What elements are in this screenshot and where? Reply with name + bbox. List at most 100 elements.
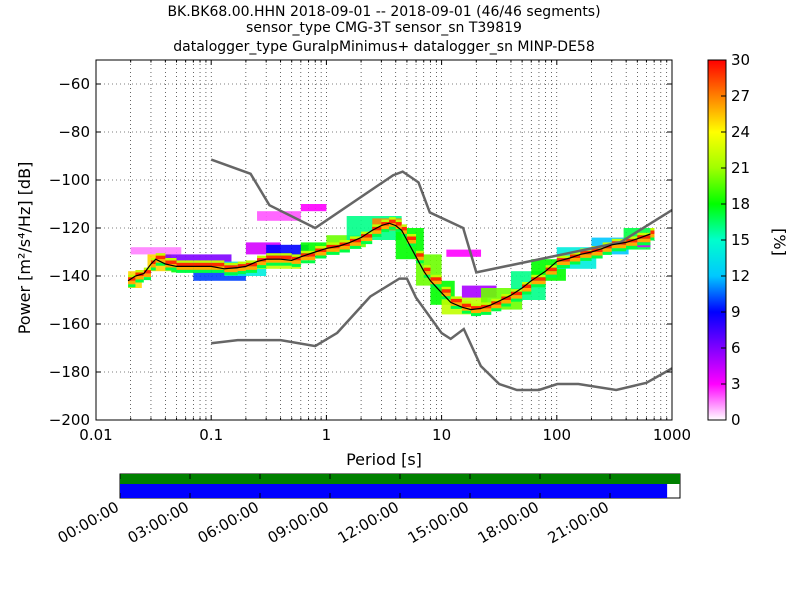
mode-band-lower — [381, 229, 390, 233]
mode-band-inner — [135, 276, 144, 280]
mode-band-lower — [602, 251, 612, 255]
mode-band-core — [266, 255, 281, 260]
mode-band-upper — [165, 258, 177, 261]
mode-band-core — [280, 255, 292, 260]
mode-band-upper — [193, 260, 212, 263]
mode-band-upper — [522, 282, 532, 285]
mode-band-inner — [381, 225, 390, 230]
colorbar-label: [%] — [770, 228, 789, 256]
histogram-band — [130, 247, 182, 255]
noise-models — [210, 158, 672, 392]
mode-band-upper — [224, 262, 238, 266]
mode-band-core — [406, 236, 417, 240]
x-axis-label: Period [s] — [346, 450, 422, 469]
mode-band-inner — [291, 260, 301, 264]
timeline: 00:00:00 03:00:00 06:00:00 09:00:00 12:00:00… — [55, 473, 681, 547]
x-axis-ticks: 0.01 0.1 1 10 100 1000 — [79, 60, 691, 444]
timeline-tick-label: 18:00:00 — [475, 498, 542, 547]
colorbar-ticks: 0 3 6 9 12 15 18 21 24 27 30 — [721, 51, 750, 429]
timeline-tick-label: 15:00:00 — [405, 498, 472, 547]
mode-band-core — [300, 253, 316, 257]
mode-band-inner — [522, 288, 532, 292]
mode-band-core — [450, 298, 462, 303]
y-tick-label: −80 — [58, 123, 90, 141]
x-tick-label: 0.1 — [199, 426, 223, 444]
mode-band-core — [471, 306, 482, 310]
mode-band-lower — [580, 257, 592, 261]
colorbar-tick-label: 15 — [731, 231, 750, 249]
mode-band-core — [423, 267, 431, 272]
y-tick-label: −160 — [49, 315, 90, 333]
mode-band-lower — [245, 269, 258, 273]
mode-band-core — [389, 219, 396, 224]
mode-band-inner — [193, 266, 212, 270]
plot-frame — [95, 59, 673, 421]
mode-band-inner — [626, 242, 638, 246]
mode-band-core — [510, 291, 523, 296]
title-line-2: sensor_type CMG-3T sensor_sn T39819 — [246, 20, 522, 36]
mode-band-lower — [556, 265, 570, 269]
mode-band-core — [245, 262, 258, 267]
mode-band-upper — [510, 289, 523, 292]
mode-band-upper — [569, 252, 581, 255]
mode-band-upper — [349, 236, 362, 239]
mode-band-inner — [224, 268, 238, 273]
mode-band-lower — [430, 284, 442, 288]
mode-band-lower — [481, 311, 492, 315]
mode-band-upper — [135, 270, 144, 273]
histogram-band — [257, 211, 301, 221]
mode-band-upper — [361, 231, 373, 235]
y-tick-label: −60 — [58, 75, 90, 93]
mode-band-inner — [602, 248, 612, 252]
mode-band-lower — [406, 243, 417, 247]
mode-band-inner — [510, 295, 523, 299]
mode-band-inner — [501, 300, 511, 304]
timeline-tick-label: 06:00:00 — [195, 498, 262, 547]
mode-band-upper — [501, 294, 511, 297]
mode-band-lower — [224, 272, 238, 276]
mode-band-lower — [176, 269, 194, 273]
mode-band-inner — [406, 240, 417, 244]
mode-band-inner — [637, 238, 651, 243]
y-tick-label: −200 — [49, 411, 90, 429]
mode-band-upper — [237, 261, 246, 265]
mode-band-lower — [128, 284, 136, 288]
mode-band-core — [461, 303, 472, 308]
mode-band-inner — [471, 309, 482, 314]
colorbar-tick-label: 0 — [731, 411, 741, 429]
mode-band-core — [401, 226, 407, 231]
mode-band-lower — [395, 229, 402, 233]
mode-band-lower — [461, 310, 472, 314]
mode-band-inner — [361, 237, 373, 242]
mode-band-lower — [155, 262, 166, 266]
mode-band-upper — [430, 274, 442, 278]
mode-band-lower — [389, 226, 396, 230]
mode-band-upper — [339, 240, 350, 243]
histogram-band — [300, 204, 327, 212]
mode-band-inner — [315, 252, 327, 256]
mode-band-inner — [423, 271, 431, 275]
mode-band-inner — [430, 280, 442, 285]
mode-band-inner — [531, 280, 546, 285]
histogram-band — [193, 270, 246, 281]
mode-band-upper — [291, 254, 301, 257]
mode-band-lower — [339, 249, 350, 253]
mode-band-upper — [441, 286, 451, 290]
mode-band-core — [545, 267, 557, 272]
colorbar-tick-label: 21 — [731, 159, 750, 177]
timeline-tick-label: 09:00:00 — [265, 498, 332, 547]
mode-band-upper — [245, 260, 258, 263]
mode-band-upper — [416, 250, 424, 254]
mode-band-inner — [580, 254, 592, 258]
mode-band-lower — [471, 313, 482, 317]
colorbar-tick-label: 30 — [731, 51, 750, 69]
mode-band-lower — [510, 298, 523, 302]
mode-band-upper — [300, 250, 316, 254]
mode-band-lower — [450, 305, 462, 309]
title-line-1: BK.BK68.00.HHN 2018-09-01 -- 2018-09-01 … — [167, 4, 600, 20]
mode-band-upper — [155, 253, 166, 256]
mode-band-upper — [389, 217, 396, 220]
x-tick-label: 1000 — [653, 426, 691, 444]
y-axis-ticks: −200 −180 −160 −140 −120 −100 −80 −60 — [49, 75, 672, 429]
mode-band-inner — [556, 261, 570, 266]
